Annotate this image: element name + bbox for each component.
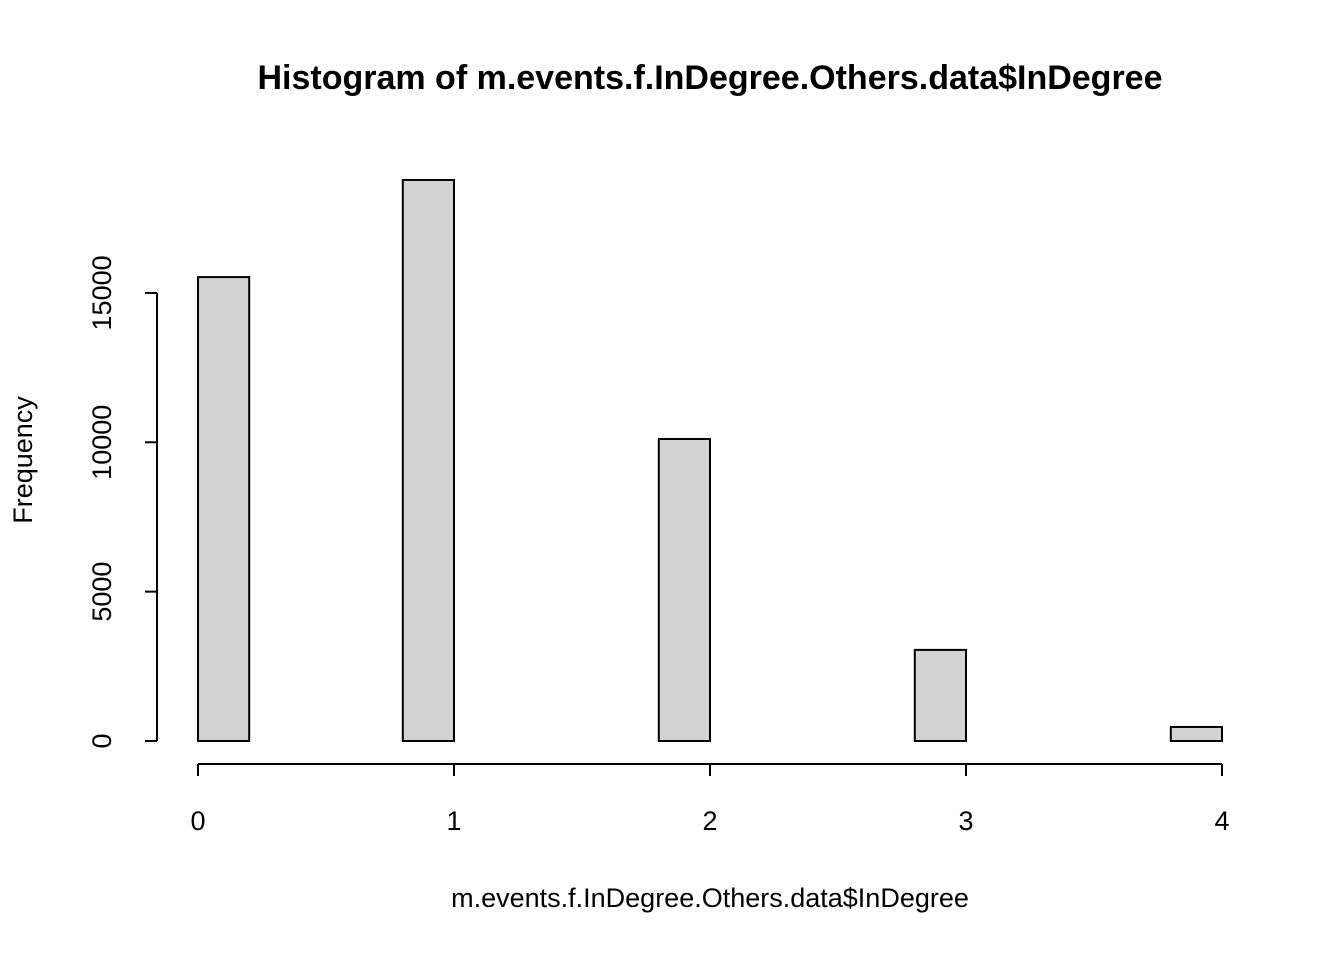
y-tick-label: 15000 xyxy=(87,255,117,330)
y-tick-label: 5000 xyxy=(87,562,117,622)
bar xyxy=(1169,725,1224,743)
bar xyxy=(913,648,967,742)
x-tick-label: 0 xyxy=(190,806,205,836)
chart-title: Histogram of m.events.f.InDegree.Others.… xyxy=(257,59,1162,97)
bar xyxy=(657,437,711,742)
x-axis-label: m.events.f.InDegree.Others.data$InDegree xyxy=(451,883,969,913)
bar xyxy=(401,179,455,742)
x-tick-label: 3 xyxy=(958,806,973,836)
x-tick-label: 2 xyxy=(702,806,717,836)
y-axis-label: Frequency xyxy=(8,396,38,524)
y-tick-label: 10000 xyxy=(87,405,117,480)
x-tick-label: 1 xyxy=(446,806,461,836)
y-tick-label: 0 xyxy=(87,733,117,748)
bar xyxy=(197,276,251,742)
x-tick-label: 4 xyxy=(1214,806,1229,836)
